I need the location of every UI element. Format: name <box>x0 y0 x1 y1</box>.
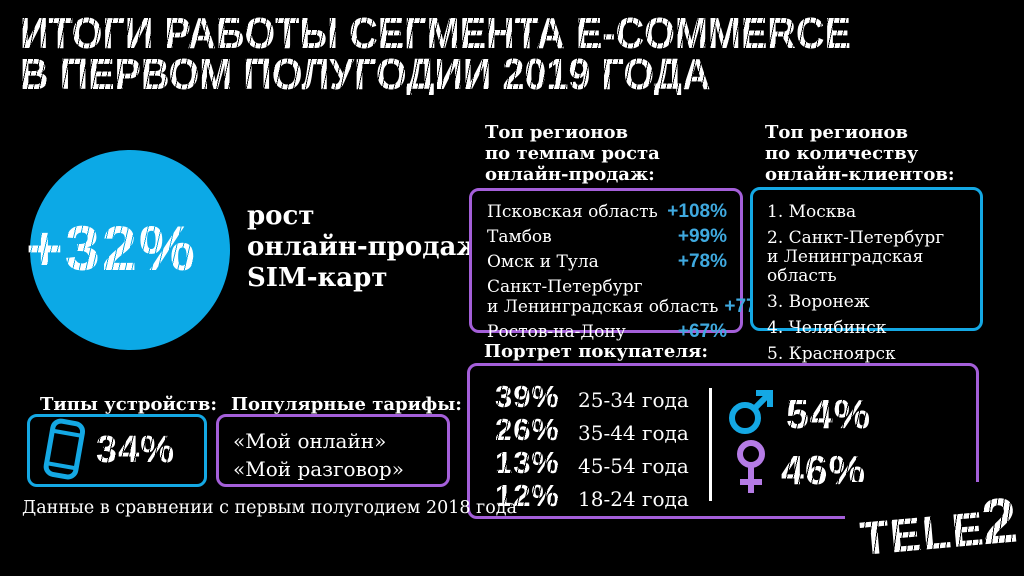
growth-regions-box: Псковская область +108% Тамбов +99% Омск… <box>469 188 773 342</box>
client-region-item: 2. Санкт-Петербург и Ленинградская облас… <box>767 229 968 286</box>
region-name: Тамбов <box>487 227 552 247</box>
caption-line: онлайн-продаж <box>247 232 483 262</box>
client-region-line: и Ленинградская область <box>767 247 924 286</box>
age-label: 18-24 года <box>578 487 689 511</box>
growth-region-row: Тамбов +99% <box>487 226 727 248</box>
age-row: 13% 45-54 года <box>478 445 689 480</box>
male-share-row: 54% <box>728 386 871 442</box>
male-percent: 54% <box>786 390 872 437</box>
page-title-line2: В ПЕРВОМ ПОЛУГОДИИ 2019 ГОДА <box>20 50 711 99</box>
client-region-line: 2. Санкт-Петербург <box>767 228 945 248</box>
region-growth-value: +78% <box>677 251 727 272</box>
mars-icon <box>728 389 774 439</box>
logo-word: TELE <box>857 501 987 566</box>
region-name-line: Санкт-Петербург <box>487 277 643 297</box>
client-region-item: 4. Челябинск <box>767 318 887 338</box>
vertical-divider <box>709 388 712 501</box>
tele2-logo-text: TELE2 <box>857 483 1021 570</box>
tariff-item: «Мой разговор» <box>233 457 404 481</box>
region-name: Псковская область <box>487 202 658 222</box>
age-distribution: 39% 25-34 года 26% 35-44 года 13% 45-54 … <box>478 379 689 513</box>
age-label: 35-44 года <box>578 421 689 445</box>
page-title: ИТОГИ РАБОТЫ СЕГМЕНТА E-COMMERCE В ПЕРВО… <box>20 9 851 99</box>
region-growth-value: +67% <box>677 321 727 342</box>
tele2-logo: TELE2 <box>845 482 1024 576</box>
age-row: 12% 18-24 года <box>478 478 689 513</box>
growth-region-row: Ростов-на-Дону +67% <box>487 321 727 343</box>
client-region-item: 5. Красноярск <box>767 344 896 364</box>
popular-tariffs-box: «Мой онлайн» «Мой разговор» <box>216 414 450 487</box>
client-regions-heading: Топ регионов по количеству онлайн-клиент… <box>765 122 955 185</box>
device-types-heading: Типы устройств: <box>40 394 218 415</box>
region-name: Омск и Тула <box>487 252 599 272</box>
heading-line: онлайн-клиентов: <box>765 164 955 185</box>
caption-line: рост <box>247 201 315 231</box>
buyer-portrait-box: 39% 25-34 года 26% 35-44 года 13% 45-54 … <box>467 363 979 519</box>
region-name-line: и Ленинградская область <box>487 297 719 317</box>
growth-region-row: Санкт-Петербург и Ленинградская область … <box>487 277 773 317</box>
tariff-item: «Мой онлайн» <box>233 429 387 453</box>
region-name: Ростов-на-Дону <box>487 322 626 342</box>
age-percent: 39% <box>494 379 560 414</box>
smartphone-icon <box>41 416 88 485</box>
age-percent: 13% <box>494 445 560 480</box>
heading-line: по количеству <box>765 143 919 164</box>
age-row: 39% 25-34 года <box>478 379 689 414</box>
smartphone-share-value: 34% <box>96 429 176 471</box>
client-region-item: 3. Воронеж <box>767 292 870 312</box>
growth-region-row: Псковская область +108% <box>487 201 727 223</box>
page-title-line1: ИТОГИ РАБОТЫ СЕГМЕНТА E-COMMERCE <box>20 9 851 58</box>
growth-circle <box>30 150 230 350</box>
age-percent: 26% <box>494 412 560 447</box>
client-regions-box: 1. Москва 2. Санкт-Петербург и Ленинград… <box>750 187 983 364</box>
heading-line: Топ регионов <box>765 122 908 143</box>
logo-digit: 2 <box>978 483 1021 559</box>
region-name: Санкт-Петербург и Ленинградская область <box>487 277 718 317</box>
heading-line: по темпам роста <box>485 143 660 164</box>
device-types-box: 34% <box>27 414 207 487</box>
client-region-item: 1. Москва <box>767 202 857 222</box>
age-row: 26% 35-44 года <box>478 412 689 447</box>
growth-regions-heading: Топ регионов по темпам роста онлайн-прод… <box>485 122 660 185</box>
age-label: 25-34 года <box>578 388 689 412</box>
popular-tariffs-heading: Популярные тарифы: <box>231 394 462 415</box>
venus-icon <box>733 440 769 500</box>
caption-line: SIM-карт <box>247 263 388 293</box>
region-growth-value: +99% <box>677 226 727 247</box>
age-percent: 12% <box>494 478 560 513</box>
sim-sales-growth-value: +32% <box>26 214 197 284</box>
heading-line: Топ регионов <box>485 122 628 143</box>
age-label: 45-54 года <box>578 454 689 478</box>
footnote: Данные в сравнении с первым полугодием 2… <box>22 498 517 518</box>
region-growth-value: +108% <box>667 201 727 222</box>
sim-sales-growth-caption: рост онлайн-продаж SIM-карт <box>247 201 483 294</box>
buyer-portrait-heading: Портрет покупателя: <box>484 341 708 362</box>
growth-region-row: Омск и Тула +78% <box>487 251 727 273</box>
heading-line: онлайн-продаж: <box>485 164 655 185</box>
